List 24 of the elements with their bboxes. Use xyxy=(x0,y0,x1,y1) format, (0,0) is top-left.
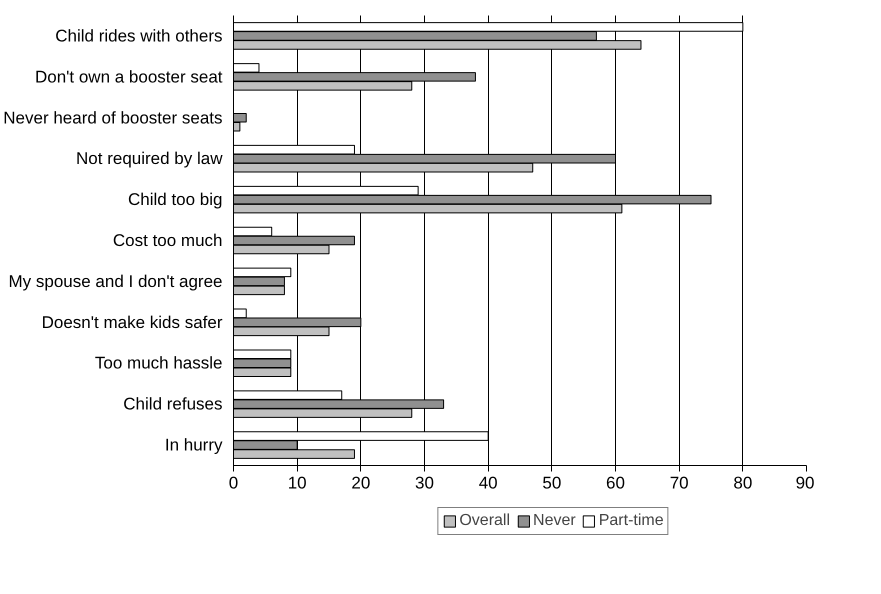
y-tick-label: Not required by law xyxy=(76,149,224,168)
y-tick-label: Doesn't make kids safer xyxy=(42,312,223,332)
x-tick-label: 30 xyxy=(415,474,434,492)
y-tick-label: Child refuses xyxy=(123,394,223,414)
legend-label: Part-time xyxy=(598,512,664,530)
y-tick-label: Child rides with others xyxy=(55,26,223,46)
x-tick-label: 0 xyxy=(228,474,238,492)
y-tick-label: Child too big xyxy=(128,190,223,210)
y-tick-label: Never heard of booster seats xyxy=(3,108,222,128)
x-tick-label: 10 xyxy=(288,474,307,492)
x-tick-label: 20 xyxy=(351,474,370,492)
y-tick-label: Cost too much xyxy=(112,231,223,250)
legend-label: Overall xyxy=(459,512,510,530)
x-tick-label: 80 xyxy=(733,474,752,492)
x-tick-label: 50 xyxy=(542,474,562,492)
x-tick-label: 40 xyxy=(478,474,498,492)
y-tick-label: In hurry xyxy=(164,436,223,455)
y-tick-label: Too much hassle xyxy=(94,354,223,373)
legend-label: Never xyxy=(533,512,576,530)
y-tick-label: Don't own a booster seat xyxy=(34,67,223,86)
x-tick-label: 90 xyxy=(796,474,815,492)
x-tick-label: 60 xyxy=(606,474,625,492)
x-tick-label: 70 xyxy=(670,474,689,492)
y-tick-label: My spouse and I don't agree xyxy=(8,272,223,291)
